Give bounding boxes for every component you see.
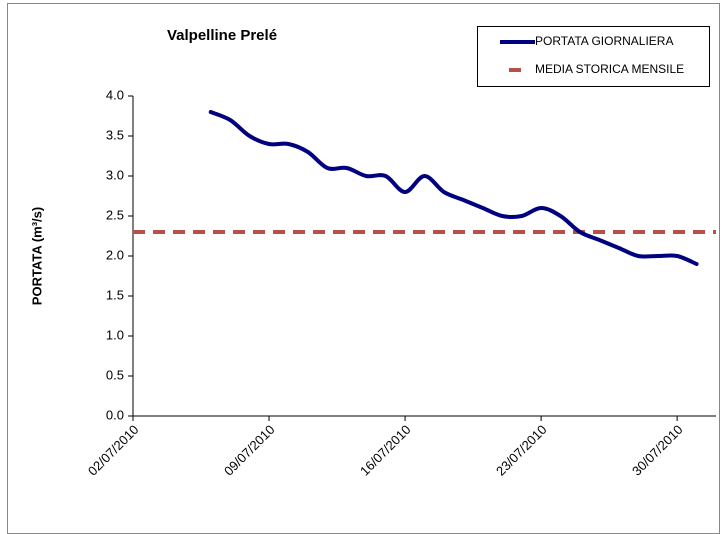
data-line: [208, 110, 699, 266]
y-tick-label: 1.5: [106, 287, 124, 302]
legend-label: MEDIA STORICA MENSILE: [535, 62, 684, 76]
y-tick-label: 2.5: [106, 207, 124, 222]
legend-label: PORTATA GIORNALIERA: [535, 34, 673, 48]
y-tick-label: 3.0: [106, 167, 124, 182]
y-tick-label: 0.5: [106, 367, 124, 382]
y-tick-label: 1.0: [106, 327, 124, 342]
y-tick-label: 0.0: [106, 407, 124, 422]
y-tick-label: 4.0: [106, 87, 124, 102]
y-tick-label: 2.0: [106, 247, 124, 262]
chart-title: Valpelline Prelé: [167, 27, 277, 44]
y-tick-label: 3.5: [106, 127, 124, 142]
chart-frame: [7, 3, 720, 534]
y-axis-label: PORTATA (m³/s): [29, 207, 44, 305]
legend-box: [477, 26, 710, 87]
